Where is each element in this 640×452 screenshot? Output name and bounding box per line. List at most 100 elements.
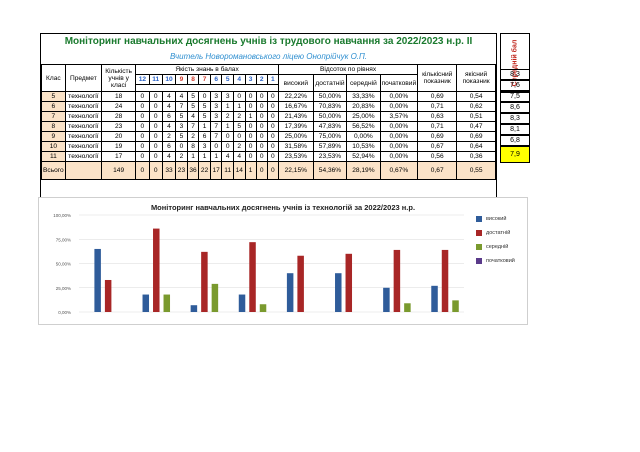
legend-swatch bbox=[476, 244, 482, 250]
bar-високий-6 bbox=[142, 294, 150, 312]
header-initial: початковий bbox=[379, 74, 419, 92]
sufficient-percent-cell: 57,89% bbox=[312, 141, 348, 152]
average-percent-cell: 25,00% bbox=[346, 111, 381, 122]
total-grade-count-cell: 0 bbox=[148, 161, 163, 180]
grade-count-cell: 0 bbox=[266, 91, 279, 102]
grade-count-cell: 0 bbox=[244, 121, 257, 132]
header-average: середній bbox=[346, 74, 381, 92]
students-cell: 17 bbox=[101, 151, 137, 162]
grade-count-cell: 0 bbox=[221, 131, 234, 142]
grade-count-cell: 0 bbox=[148, 121, 163, 132]
sheet-title: Моніторинг навчальних досягнень учнів із… bbox=[64, 36, 473, 47]
grade-count-cell: 7 bbox=[209, 131, 223, 142]
grade-count-cell: 0 bbox=[255, 131, 268, 142]
grade-count-cell: 0 bbox=[266, 141, 279, 152]
grade-count-cell: 0 bbox=[244, 101, 257, 112]
total-high-percent-cell: 22,15% bbox=[277, 161, 314, 180]
legend-label: високий bbox=[486, 216, 507, 222]
bar-середній-11 bbox=[404, 303, 411, 312]
header-grade-8: 8 bbox=[186, 74, 200, 85]
table-row: 8 технології 23 0 0 4 3 7 1 7 1 5 0 0 0 17,39% 47,83% 56,… bbox=[41, 121, 496, 132]
grade-count-cell: 0 bbox=[135, 111, 150, 122]
y-tick-label: 75,00% bbox=[56, 237, 71, 242]
total-grade-count-cell: 22 bbox=[198, 161, 211, 180]
header-grade-1: 1 bbox=[266, 74, 279, 85]
quality-indicator-cell: 0,47 bbox=[456, 121, 496, 132]
header-class: Клас bbox=[41, 64, 66, 92]
quality-indicator-cell: 0,64 bbox=[456, 141, 496, 152]
grade-count-cell: 0 bbox=[266, 111, 279, 122]
grade-count-cell: 5 bbox=[175, 111, 188, 122]
total-initial-percent-cell: 0,67% bbox=[379, 161, 419, 180]
chart-plot: 100,00% 75,00% 50,00% 25,00% 0,00% bbox=[53, 213, 464, 315]
grade-count-cell: 4 bbox=[175, 91, 188, 102]
bar-високий-9 bbox=[286, 273, 294, 312]
grade-count-cell: 3 bbox=[209, 91, 223, 102]
initial-percent-cell: 0,00% bbox=[379, 91, 419, 102]
table-row: 11 технології 17 0 0 4 2 1 1 1 4 4 0 0 0 23,53% 23,53% 52… bbox=[41, 151, 496, 162]
students-cell: 19 bbox=[101, 141, 137, 152]
average-score-cell: 7,6 bbox=[500, 80, 530, 91]
bar-високий-5 bbox=[94, 248, 101, 312]
grade-count-cell: 5 bbox=[232, 121, 246, 132]
high-percent-cell: 31,58% bbox=[277, 141, 314, 152]
grade-count-cell: 0 bbox=[255, 91, 268, 102]
total-grade-count-cell: 17 bbox=[209, 161, 223, 180]
subject-cell: технології bbox=[64, 101, 103, 112]
grade-count-cell: 4 bbox=[161, 151, 177, 162]
y-tick-label: 50,00% bbox=[56, 262, 71, 267]
table-row: 6 технології 24 0 0 4 7 5 5 3 1 1 0 0 0 16,67% 70,83% 20,… bbox=[41, 101, 496, 112]
class-cell: 9 bbox=[41, 131, 66, 142]
grade-count-cell: 2 bbox=[175, 151, 188, 162]
total-grade-count-cell: 23 bbox=[175, 161, 188, 180]
sufficient-percent-cell: 75,00% bbox=[312, 131, 348, 142]
grade-count-cell: 1 bbox=[198, 151, 211, 162]
quantity-indicator-cell: 0,67 bbox=[417, 141, 458, 152]
grade-count-cell: 0 bbox=[135, 131, 150, 142]
grade-count-cell: 0 bbox=[266, 101, 279, 112]
bar-середній-6 bbox=[163, 294, 171, 312]
total-grade-count-cell: 36 bbox=[186, 161, 200, 180]
total-grade-count-cell: 14 bbox=[232, 161, 246, 180]
legend-item: високий bbox=[476, 216, 515, 222]
header-grade-4: 4 bbox=[232, 74, 246, 85]
grade-count-cell: 2 bbox=[232, 141, 246, 152]
class-cell: 6 bbox=[41, 101, 66, 112]
grade-count-cell: 0 bbox=[266, 121, 279, 132]
grade-count-cell: 6 bbox=[198, 131, 211, 142]
grade-count-cell: 0 bbox=[175, 141, 188, 152]
grade-count-cell: 6 bbox=[161, 111, 177, 122]
grade-count-cell: 1 bbox=[244, 111, 257, 122]
grade-count-cell: 0 bbox=[135, 101, 150, 112]
grade-count-cell: 0 bbox=[266, 131, 279, 142]
class-cell: 8 bbox=[41, 121, 66, 132]
bar-середній-7 bbox=[211, 283, 219, 312]
bar-високий-Всього bbox=[431, 285, 438, 312]
quality-indicator-cell: 0,62 bbox=[456, 101, 496, 112]
table-row: 7 технології 28 0 0 6 5 4 5 3 2 2 1 0 0 21,43% 50,00% 25,… bbox=[41, 111, 496, 122]
legend-swatch bbox=[476, 230, 482, 236]
bar-середній-8 bbox=[259, 304, 267, 312]
header-subject: Предмет bbox=[64, 64, 103, 92]
average-score-cell: 8,3 bbox=[500, 113, 530, 124]
grade-count-cell: 1 bbox=[232, 101, 246, 112]
average-score-cell: 6,8 bbox=[500, 135, 530, 146]
bar-достатній-8 bbox=[249, 242, 256, 312]
header-grade-10: 10 bbox=[161, 74, 177, 85]
header-students: Кількість учнів у класі bbox=[101, 64, 137, 92]
total-empty-cell bbox=[64, 161, 103, 180]
subject-cell: технології bbox=[64, 151, 103, 162]
quantity-indicator-cell: 0,69 bbox=[417, 91, 458, 102]
average-percent-cell: 52,94% bbox=[346, 151, 381, 162]
total-quality-indicator-cell: 0,55 bbox=[456, 161, 496, 180]
bar-достатній-11 bbox=[393, 249, 401, 312]
grade-count-cell: 0 bbox=[255, 141, 268, 152]
average-score-cell: 8,3 bbox=[500, 69, 530, 80]
grade-count-cell: 8 bbox=[186, 141, 200, 152]
grade-count-cell: 2 bbox=[232, 111, 246, 122]
average-score-column: Середній бал 8,3 7,6 7,5 8,6 8,3 8,1 6,8 7,9 bbox=[500, 33, 530, 230]
students-cell: 20 bbox=[101, 131, 137, 142]
grade-count-cell: 1 bbox=[221, 101, 234, 112]
total-grade-count-cell: 11 bbox=[221, 161, 234, 180]
sufficient-percent-cell: 70,83% bbox=[312, 101, 348, 112]
